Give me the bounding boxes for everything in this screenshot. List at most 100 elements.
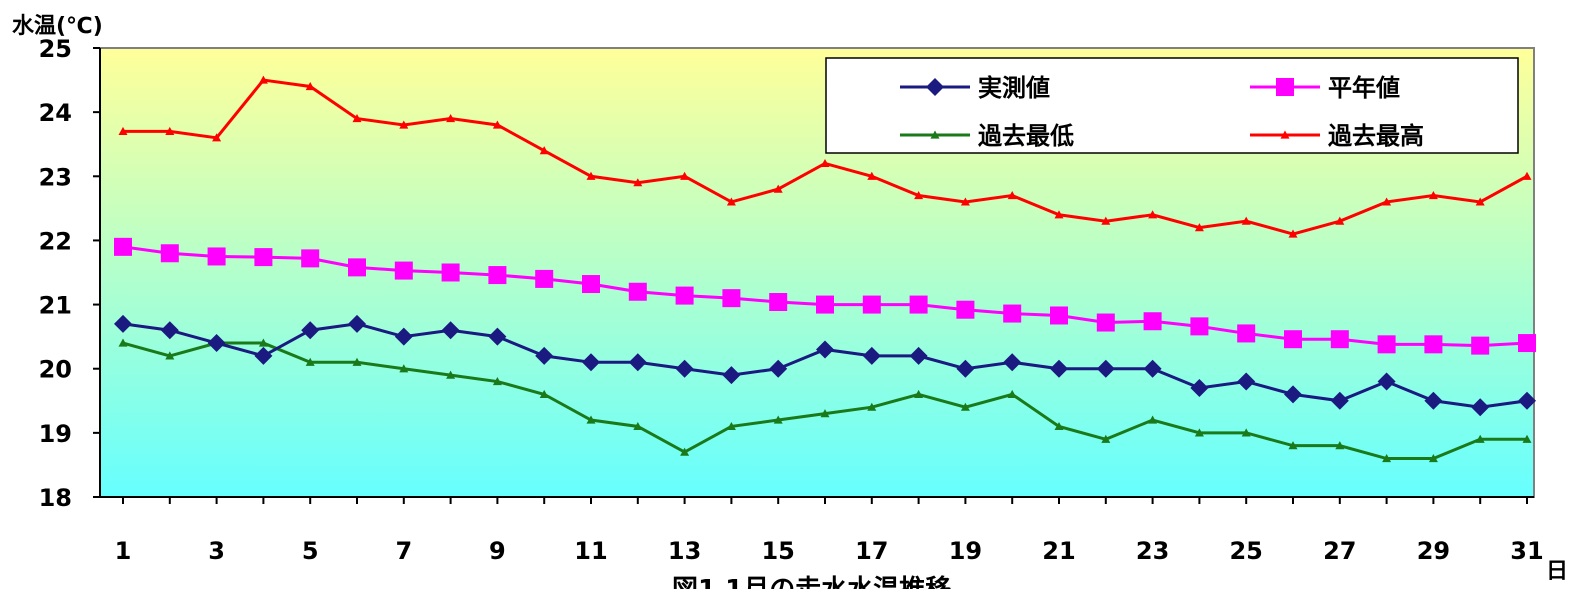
data-point — [114, 237, 132, 256]
data-point — [394, 327, 413, 346]
data-point — [1471, 336, 1490, 355]
data-point — [1518, 391, 1536, 410]
data-point — [1382, 197, 1392, 206]
data-point — [1288, 441, 1298, 450]
data-point — [535, 269, 554, 288]
data-point — [399, 120, 409, 129]
legend-label: 過去最低 — [978, 122, 1074, 150]
data-point — [914, 389, 924, 398]
y-tick-label: 18 — [39, 484, 72, 512]
data-point — [1054, 421, 1064, 431]
data-point — [680, 171, 690, 180]
data-point — [165, 351, 175, 360]
data-point — [1377, 372, 1396, 391]
data-point — [1237, 324, 1256, 343]
legend-swatch-marker — [930, 130, 940, 139]
data-point — [1003, 353, 1022, 372]
data-point — [394, 261, 413, 280]
data-point — [1101, 216, 1111, 225]
data-point — [722, 289, 741, 308]
data-point — [1237, 372, 1256, 391]
data-point — [301, 249, 320, 268]
x-tick-label: 23 — [1136, 537, 1169, 565]
data-point — [1330, 391, 1349, 410]
y-tick-label: 23 — [39, 163, 72, 191]
data-point — [867, 402, 877, 411]
data-point — [862, 295, 881, 314]
data-point — [1101, 434, 1111, 443]
y-axis-label: 水温(℃) — [12, 14, 103, 39]
data-point — [258, 75, 268, 84]
data-point — [726, 197, 736, 206]
figure-caption: 図1 1月の走水水温推移 — [672, 575, 951, 589]
data-point — [769, 293, 788, 312]
legend-label: 平年値 — [1328, 74, 1400, 102]
data-point — [352, 114, 362, 123]
data-point — [254, 346, 273, 365]
legend-item: 過去最高 — [1250, 122, 1424, 150]
data-point — [305, 81, 315, 91]
series-1 — [114, 314, 1536, 417]
data-point — [633, 421, 643, 431]
data-point — [586, 171, 596, 180]
data-point — [1007, 191, 1017, 200]
data-point — [1518, 334, 1536, 353]
data-point — [680, 447, 690, 456]
data-point — [909, 295, 928, 314]
x-tick-label: 11 — [574, 537, 607, 565]
x-tick-label: 29 — [1417, 537, 1450, 565]
data-point — [1284, 330, 1302, 349]
data-point — [258, 338, 268, 347]
data-point — [960, 197, 970, 206]
data-point — [1190, 317, 1209, 336]
x-tick-label: 3 — [208, 537, 225, 565]
data-point — [160, 244, 179, 263]
data-point — [816, 340, 834, 359]
data-point — [726, 421, 736, 431]
data-point — [1241, 216, 1251, 225]
data-point — [586, 415, 596, 424]
x-tick-label: 21 — [1042, 537, 1075, 565]
data-point — [956, 359, 975, 378]
data-point — [441, 263, 460, 282]
data-point — [1007, 389, 1017, 398]
data-point — [165, 126, 175, 135]
data-point — [301, 321, 320, 340]
x-tick-label: 19 — [949, 537, 982, 565]
data-point — [488, 327, 507, 346]
data-point — [1003, 304, 1022, 323]
data-point — [539, 389, 549, 398]
y-tick-label: 19 — [39, 420, 72, 448]
data-point — [1475, 434, 1485, 443]
data-point — [492, 120, 502, 129]
x-tick-label: 15 — [761, 537, 794, 565]
data-point — [348, 314, 366, 333]
data-point — [446, 114, 456, 123]
data-point — [1054, 210, 1064, 219]
data-point — [582, 353, 600, 372]
data-point — [582, 275, 600, 294]
data-point — [1330, 330, 1349, 349]
data-point — [1424, 391, 1443, 410]
data-point — [1194, 223, 1204, 232]
legend-item: 平年値 — [1250, 74, 1400, 102]
x-tick-label: 1 — [115, 537, 132, 565]
data-point — [1377, 335, 1396, 354]
data-point — [1194, 428, 1204, 437]
data-point — [633, 178, 643, 187]
data-point — [820, 409, 830, 418]
legend-item: 実測値 — [900, 74, 1050, 102]
data-point — [769, 359, 788, 378]
data-point — [1143, 359, 1162, 378]
data-point — [441, 321, 460, 340]
y-tick-label: 20 — [39, 356, 72, 384]
data-point — [1335, 216, 1345, 225]
data-point — [535, 346, 554, 365]
data-point — [1471, 398, 1490, 417]
data-point — [160, 321, 179, 340]
x-tick-label: 13 — [668, 537, 701, 565]
data-point — [1190, 378, 1209, 397]
data-point — [446, 370, 456, 379]
